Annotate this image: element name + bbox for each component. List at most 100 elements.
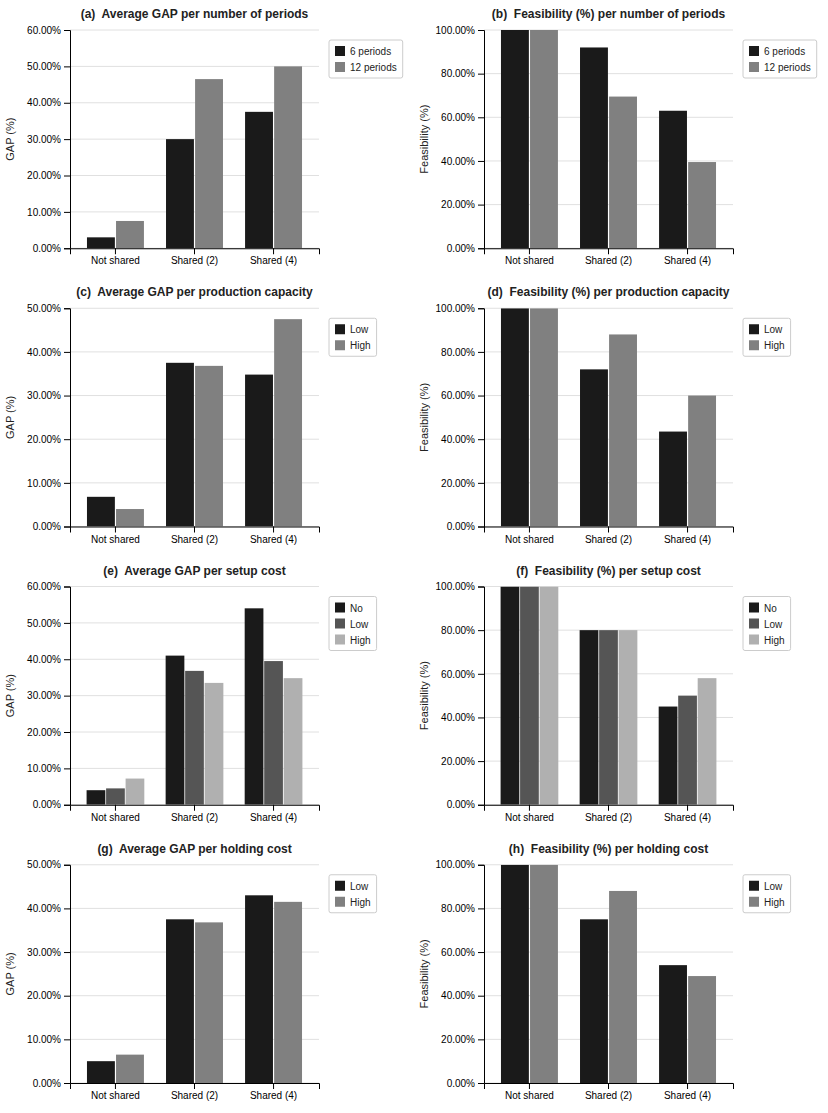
tick-mark <box>687 248 688 254</box>
bar-series <box>501 30 687 248</box>
grid <box>70 308 319 526</box>
tick-label: Shared (4) <box>664 812 711 823</box>
x-axis: Not sharedShared (2)Shared (4) <box>485 805 734 823</box>
tick-mark <box>478 74 484 75</box>
tick-label: Shared (4) <box>664 534 711 545</box>
tick-mark <box>64 623 70 624</box>
tick: 40.00% <box>441 712 484 723</box>
chart-title: (d) Feasibility (%) per production capac… <box>487 285 729 299</box>
bar-series <box>87 608 264 804</box>
tick: 40.00% <box>27 903 70 914</box>
tick: 80.00% <box>441 903 484 914</box>
bar-series <box>106 661 283 805</box>
grid <box>484 308 733 526</box>
tick-mark <box>478 865 484 866</box>
legend-swatch <box>749 340 759 350</box>
axis-line <box>64 587 71 805</box>
tick-label: 40.00% <box>27 903 61 914</box>
tick: Shared (4) <box>250 248 297 266</box>
tick-mark <box>64 768 70 769</box>
tick: Shared (2) <box>585 248 632 266</box>
tick-label: 50.00% <box>27 61 61 72</box>
bar <box>580 369 608 526</box>
tick-label: 40.00% <box>441 434 475 445</box>
legend-item: Low <box>749 324 783 335</box>
tick-mark <box>64 1039 70 1040</box>
panel: Not sharedShared (2)Shared (4)0.00%10.00… <box>4 564 377 823</box>
legend-item: High <box>749 897 785 908</box>
tick-label: 0.00% <box>447 799 475 810</box>
tick: 20.00% <box>27 727 70 738</box>
legend-item: 6 periods <box>335 46 391 57</box>
tick: Shared (2) <box>171 527 218 545</box>
panel: Not sharedShared (2)Shared (4)0.00%20.00… <box>418 7 817 266</box>
bar <box>245 375 273 527</box>
axis-line <box>485 1084 734 1090</box>
bar <box>501 308 529 526</box>
tick-mark <box>687 1083 688 1089</box>
tick: 80.00% <box>441 625 484 636</box>
legend-item: No <box>335 603 363 614</box>
bar <box>530 30 558 248</box>
tick: 40.00% <box>441 990 484 1001</box>
tick: 40.00% <box>27 654 70 665</box>
bar-series <box>501 865 687 1083</box>
tick: 20.00% <box>441 478 484 489</box>
tick-mark <box>64 139 70 140</box>
tick-mark <box>115 248 116 254</box>
y-axis: 0.00%20.00%40.00%60.00%80.00%100.00% <box>436 859 485 1088</box>
legend-frame <box>329 875 377 913</box>
bar <box>205 683 224 805</box>
legend-item: Low <box>335 324 369 335</box>
tick-mark <box>194 805 195 811</box>
tick: 0.00% <box>33 243 70 254</box>
tick: 0.00% <box>33 1078 70 1089</box>
bar <box>274 66 302 248</box>
tick-label: 40.00% <box>27 347 61 358</box>
bar <box>688 396 716 527</box>
grid <box>484 30 733 248</box>
bar-series <box>87 363 273 527</box>
legend: LowHigh <box>329 875 377 913</box>
tick-mark <box>529 527 530 533</box>
axis-line <box>478 587 485 805</box>
tick-label: 80.00% <box>441 68 475 79</box>
chart-title: (b) Feasibility (%) per number of period… <box>492 7 726 21</box>
bars <box>87 608 303 804</box>
tick-label: 80.00% <box>441 625 475 636</box>
tick-label: Shared (2) <box>585 1090 632 1101</box>
x-axis: Not sharedShared (2)Shared (4) <box>71 248 320 266</box>
axis-title: GAP (%) <box>4 952 16 995</box>
bar-series <box>501 587 678 805</box>
tick-mark <box>608 1083 609 1089</box>
tick-label: Shared (4) <box>250 812 297 823</box>
x-axis: Not sharedShared (2)Shared (4) <box>485 527 734 545</box>
axis-line <box>485 805 734 811</box>
tick: 30.00% <box>27 134 70 145</box>
chart-title: (a) Average GAP per number of periods <box>81 7 309 21</box>
tick: 40.00% <box>441 434 484 445</box>
legend-frame <box>743 597 791 651</box>
bar <box>659 965 687 1083</box>
legend-item: Low <box>335 619 369 630</box>
panel: Not sharedShared (2)Shared (4)0.00%20.00… <box>418 842 791 1101</box>
tick-mark <box>115 805 116 811</box>
x-axis: Not shared Shared (2) Shared (4) <box>71 805 320 823</box>
legend-item: High <box>335 635 371 646</box>
legend-label: 6 periods <box>350 46 391 57</box>
tick: Shared (4) <box>664 527 711 545</box>
tick: 80.00% <box>441 68 484 79</box>
bar <box>116 509 144 526</box>
tick-label: 50.00% <box>27 303 61 314</box>
legend-swatch <box>749 635 759 645</box>
bar <box>659 111 687 248</box>
grid-line <box>70 659 319 660</box>
bars <box>87 319 302 526</box>
tick-label: 0.00% <box>33 799 61 810</box>
tick: Shared (2) <box>171 805 218 823</box>
tick-mark <box>64 396 70 397</box>
tick: Not shared <box>91 805 140 823</box>
legend: LowHigh <box>329 318 377 356</box>
x-axis: Not sharedShared (2)Shared (4) <box>485 1083 734 1101</box>
tick-label: Shared (4) <box>250 534 297 545</box>
